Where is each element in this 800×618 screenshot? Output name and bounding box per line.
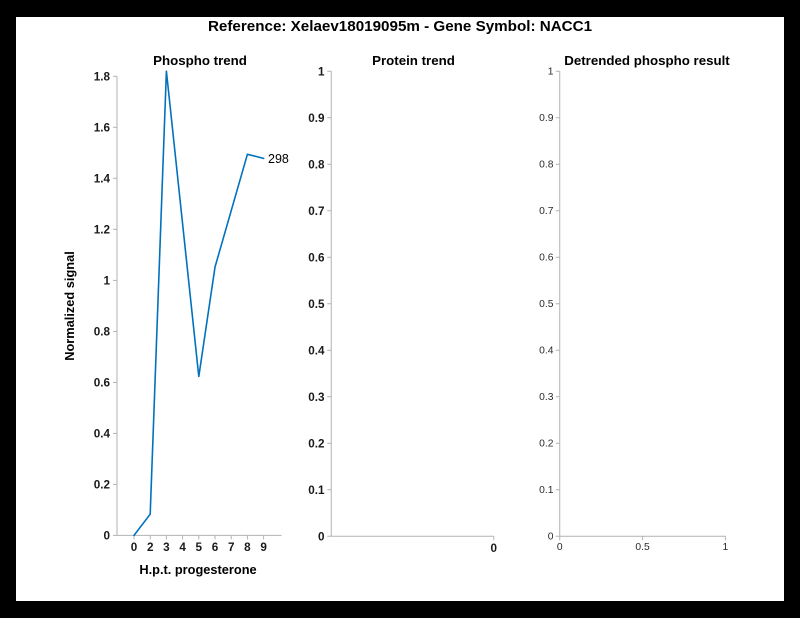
svg-text:0.3: 0.3: [308, 391, 325, 404]
svg-text:6: 6: [212, 541, 219, 554]
svg-text:0.4: 0.4: [94, 428, 111, 441]
svg-text:0.5: 0.5: [635, 542, 650, 553]
svg-text:0.1: 0.1: [539, 485, 554, 496]
svg-text:0.2: 0.2: [308, 437, 325, 450]
svg-text:0.8: 0.8: [94, 326, 111, 339]
svg-text:7: 7: [228, 541, 235, 554]
svg-text:1: 1: [318, 65, 325, 78]
svg-text:0.5: 0.5: [308, 298, 325, 311]
svg-text:0.9: 0.9: [539, 113, 554, 124]
svg-text:5: 5: [196, 541, 203, 554]
svg-text:4: 4: [179, 541, 186, 554]
svg-text:0: 0: [557, 542, 563, 553]
svg-text:8: 8: [244, 541, 251, 554]
svg-text:3: 3: [163, 541, 170, 554]
svg-text:Phospho trend: Phospho trend: [153, 53, 247, 68]
svg-text:H.p.t. progesterone: H.p.t. progesterone: [139, 562, 256, 577]
svg-text:0.4: 0.4: [308, 344, 325, 357]
svg-text:1.6: 1.6: [94, 122, 111, 135]
svg-text:0.7: 0.7: [308, 205, 324, 218]
svg-text:0.1: 0.1: [308, 484, 325, 497]
svg-text:1: 1: [548, 67, 554, 78]
svg-text:0: 0: [490, 542, 497, 555]
svg-text:1.2: 1.2: [94, 224, 111, 237]
svg-text:0.2: 0.2: [94, 479, 111, 492]
svg-text:0.2: 0.2: [539, 439, 554, 450]
svg-text:0.9: 0.9: [308, 112, 325, 125]
svg-text:298: 298: [268, 152, 289, 166]
svg-text:Normalized signal: Normalized signal: [62, 251, 77, 361]
svg-text:1.8: 1.8: [94, 71, 111, 84]
svg-text:1.4: 1.4: [94, 173, 111, 186]
svg-text:0: 0: [131, 541, 138, 554]
svg-text:Protein trend: Protein trend: [372, 53, 455, 68]
svg-text:0.6: 0.6: [94, 377, 111, 390]
svg-text:2: 2: [147, 541, 154, 554]
svg-text:0.8: 0.8: [539, 160, 554, 171]
svg-text:1: 1: [723, 542, 729, 553]
svg-text:0.8: 0.8: [308, 158, 325, 171]
svg-text:9: 9: [260, 541, 267, 554]
svg-text:0.4: 0.4: [539, 346, 554, 357]
svg-text:0.3: 0.3: [539, 392, 554, 403]
svg-text:0: 0: [548, 532, 554, 543]
svg-text:0.6: 0.6: [308, 251, 325, 264]
svg-text:Detrended phospho result: Detrended phospho result: [564, 53, 730, 68]
svg-text:0.7: 0.7: [539, 206, 554, 217]
svg-text:0.6: 0.6: [539, 253, 554, 264]
svg-text:0: 0: [103, 530, 110, 543]
svg-text:0.5: 0.5: [539, 299, 554, 310]
svg-text:1: 1: [103, 275, 110, 288]
svg-text:0: 0: [318, 530, 325, 543]
